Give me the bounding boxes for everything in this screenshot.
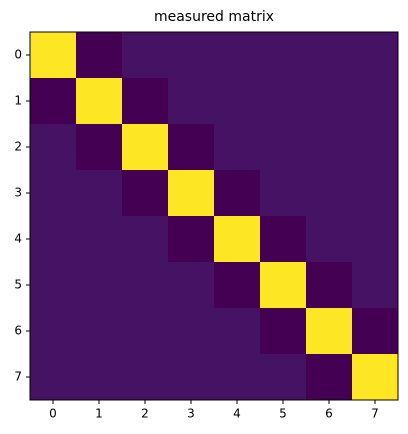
heatmap-cell — [306, 32, 352, 78]
heatmap-cell — [76, 216, 122, 262]
heatmap-cell — [214, 216, 260, 262]
chart-title: measured matrix — [154, 9, 274, 25]
heatmap-cell — [122, 170, 168, 216]
heatmap-cell — [30, 354, 76, 400]
heatmap-cell — [168, 32, 214, 78]
y-tick-label: 5 — [14, 278, 22, 292]
heatmap-cell — [306, 78, 352, 124]
heatmap-cell — [352, 216, 398, 262]
heatmap-cell — [122, 262, 168, 308]
heatmap-cell — [122, 216, 168, 262]
y-tick-label: 3 — [14, 186, 22, 200]
heatmap-cell — [122, 308, 168, 354]
heatmap-cell — [122, 354, 168, 400]
heatmap-cell — [306, 308, 352, 354]
heatmap-cell — [306, 216, 352, 262]
heatmap-cell — [168, 78, 214, 124]
y-tick-label: 7 — [14, 370, 22, 384]
x-tick-label: 7 — [371, 407, 379, 421]
heatmap-cell — [122, 78, 168, 124]
heatmap-cell — [260, 170, 306, 216]
heatmap-cell — [352, 124, 398, 170]
heatmap-cell — [30, 308, 76, 354]
heatmap-cell — [260, 216, 306, 262]
heatmap-cell — [352, 262, 398, 308]
heatmap-cell — [352, 308, 398, 354]
x-tick-label: 3 — [187, 407, 195, 421]
heatmap-cell — [306, 124, 352, 170]
heatmap-cell — [352, 170, 398, 216]
y-tick-label: 0 — [14, 48, 22, 62]
heatmap-cell — [352, 32, 398, 78]
axes-frame — [29, 31, 399, 401]
heatmap-cell — [214, 354, 260, 400]
heatmap-cell — [30, 78, 76, 124]
heatmap-cell — [30, 32, 76, 78]
heatmap-cell — [168, 170, 214, 216]
heatmap-cell — [168, 124, 214, 170]
x-tick-label: 6 — [325, 407, 333, 421]
heatmap-cell — [260, 354, 306, 400]
heatmap-cell — [76, 78, 122, 124]
heatmap-cell — [260, 124, 306, 170]
heatmap-cell — [352, 78, 398, 124]
heatmap-cell — [76, 170, 122, 216]
heatmap-cell — [214, 32, 260, 78]
x-tick-label: 2 — [141, 407, 149, 421]
heatmap-cell — [76, 354, 122, 400]
heatmap-cell — [168, 354, 214, 400]
x-tick-label: 0 — [49, 407, 57, 421]
heatmap-cell — [168, 308, 214, 354]
y-tick-label: 2 — [14, 140, 22, 154]
x-tick-label: 5 — [279, 407, 287, 421]
heatmap-cell — [306, 262, 352, 308]
heatmap-cell — [30, 124, 76, 170]
heatmap-cell — [214, 78, 260, 124]
heatmap-cell — [76, 32, 122, 78]
heatmap-cell — [30, 170, 76, 216]
heatmap-cell — [168, 216, 214, 262]
x-tick-label: 4 — [233, 407, 241, 421]
heatmap-cell — [214, 124, 260, 170]
heatmap-cell — [76, 262, 122, 308]
heatmap-cell — [30, 262, 76, 308]
heatmap-cell — [122, 32, 168, 78]
heatmap-cell — [260, 32, 306, 78]
heatmap-cell — [122, 124, 168, 170]
heatmap-cell — [214, 170, 260, 216]
y-tick-label: 6 — [14, 324, 22, 338]
heatmap-cell — [260, 78, 306, 124]
x-tick-label: 1 — [95, 407, 103, 421]
y-tick-label: 1 — [14, 94, 22, 108]
y-tick-label: 4 — [14, 232, 22, 246]
heatmap-cell — [168, 262, 214, 308]
heatmap-cell — [306, 354, 352, 400]
heatmap-cell — [260, 308, 306, 354]
heatmap-cell — [352, 354, 398, 400]
heatmap-cell — [30, 216, 76, 262]
heatmap-cell — [306, 170, 352, 216]
heatmap-cell — [214, 308, 260, 354]
heatmap-cell — [260, 262, 306, 308]
heatmap-cell — [76, 308, 122, 354]
heatmap-cell — [76, 124, 122, 170]
heatmap-cell — [214, 262, 260, 308]
